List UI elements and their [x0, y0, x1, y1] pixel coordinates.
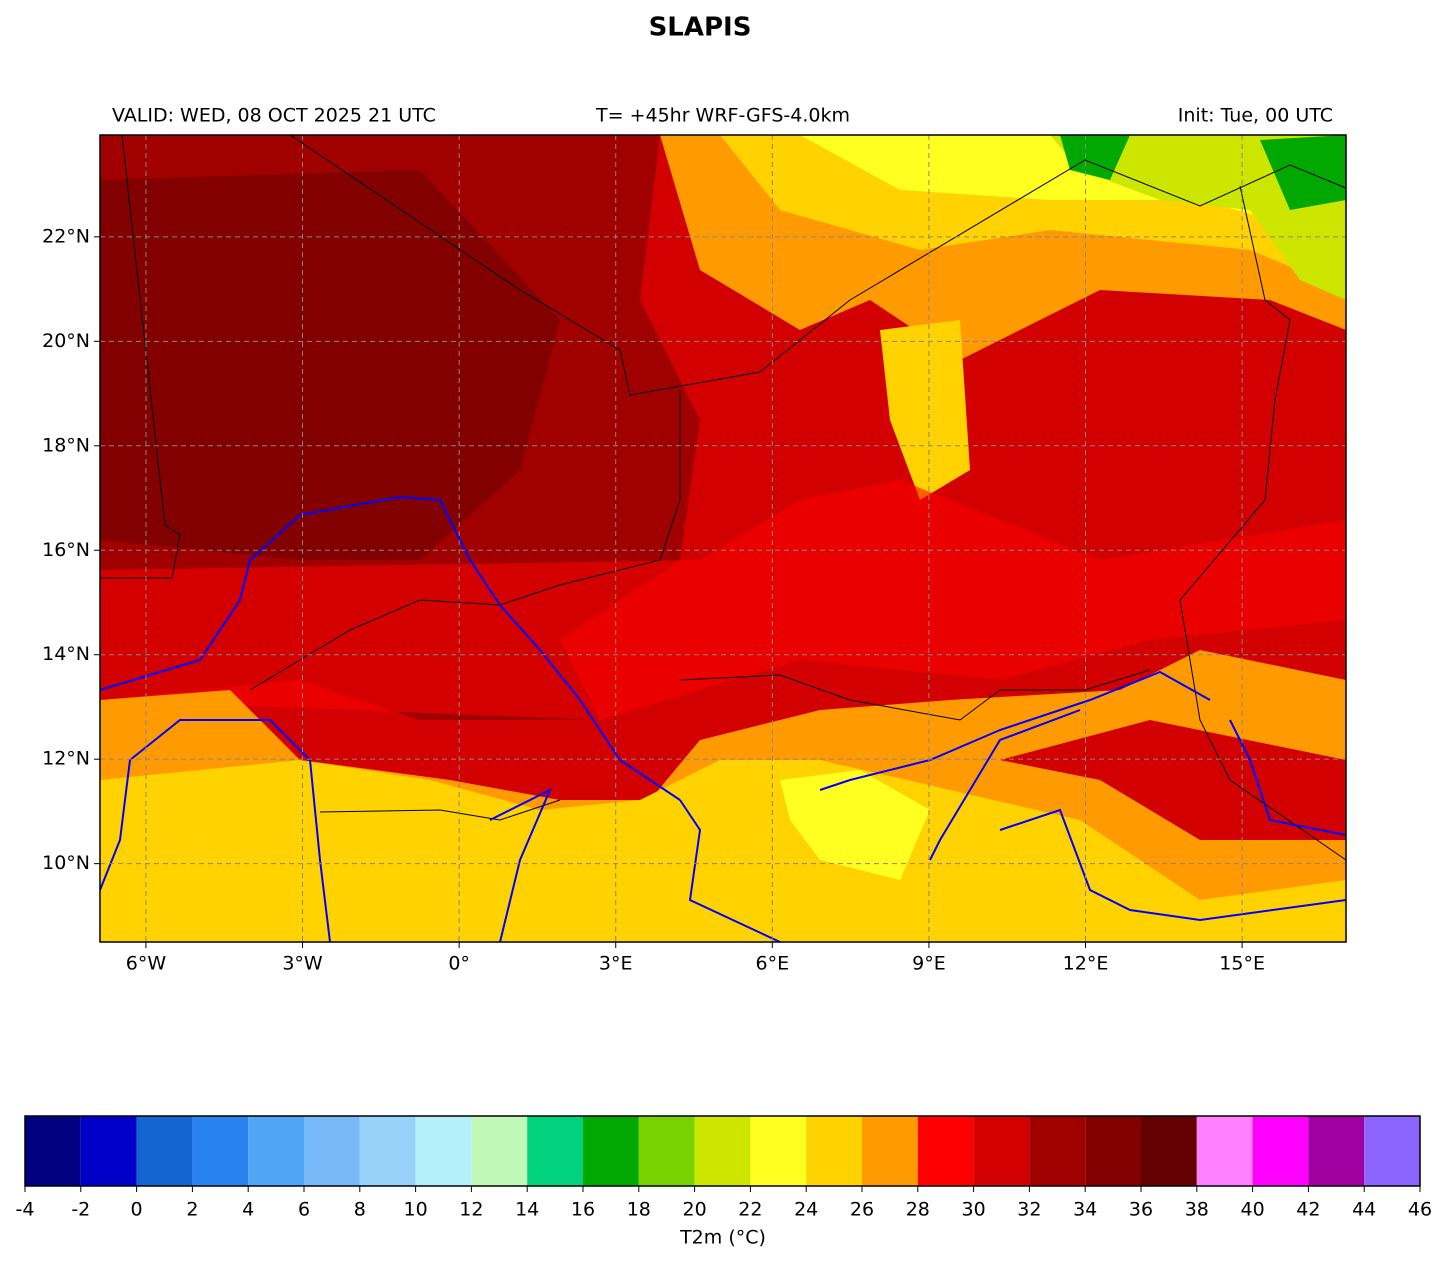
- map-frame: [99, 134, 1347, 943]
- colorbar-bin: [527, 1116, 583, 1186]
- colorbar-tick-label: 28: [906, 1199, 930, 1221]
- colorbar-tick-label: 20: [683, 1199, 707, 1221]
- colorbar-bin: [1029, 1116, 1086, 1186]
- colorbar-bin: [304, 1116, 360, 1186]
- y-tick-label: 12°N: [42, 748, 90, 770]
- colorbar-bin: [862, 1116, 918, 1186]
- colorbar-bin: [750, 1116, 807, 1186]
- colorbar-bin: [359, 1116, 416, 1186]
- temperature-field: [100, 135, 1346, 942]
- colorbar-tick-label: 40: [1241, 1199, 1265, 1221]
- colorbar-bin: [415, 1116, 472, 1186]
- colorbar-bin: [973, 1116, 1030, 1186]
- x-tick-label: 3°W: [282, 953, 323, 975]
- colorbar-tick-label: 10: [404, 1199, 428, 1221]
- colorbar-bin: [638, 1116, 695, 1186]
- colorbar-bin: [1252, 1116, 1309, 1186]
- colorbar-tick-label: 12: [459, 1199, 483, 1221]
- y-tick-label: 22°N: [42, 225, 90, 247]
- colorbar-bin: [136, 1116, 193, 1186]
- y-tick-label: 10°N: [42, 852, 90, 874]
- x-tick-label: 15°E: [1219, 953, 1265, 975]
- colorbar-bin: [806, 1116, 862, 1186]
- colorbar-bin: [1364, 1116, 1420, 1186]
- y-tick-label: 18°N: [42, 434, 90, 456]
- colorbar-bin: [471, 1116, 528, 1186]
- colorbar-bin: [25, 1116, 81, 1186]
- x-tick-label: 12°E: [1063, 953, 1109, 975]
- colorbar-tick-label: 8: [354, 1199, 366, 1221]
- colorbar-tick-label: 36: [1129, 1199, 1153, 1221]
- colorbar-tick-label: -2: [71, 1199, 90, 1221]
- y-tick-label: 16°N: [42, 539, 90, 561]
- colorbar-tick-label: 26: [850, 1199, 874, 1221]
- colorbar-tick-label: 38: [1185, 1199, 1209, 1221]
- x-tick-label: 6°E: [756, 953, 790, 975]
- colorbar-tick-label: 18: [627, 1199, 651, 1221]
- colorbar-tick-label: 0: [131, 1199, 143, 1221]
- map-axes: 6°W 3°W 0° 3°E 6°E 9°E 12°E 15°E 10°N 12°N 14°N 16°…: [42, 135, 1346, 975]
- colorbar-bin: [694, 1116, 751, 1186]
- colorbar-tick-label: -4: [16, 1199, 35, 1221]
- colorbar-bin: [248, 1116, 304, 1186]
- colorbar-frame: [24, 1115, 1421, 1187]
- title: SLAPIS: [649, 13, 752, 43]
- colorbar-tick-label: 22: [738, 1199, 762, 1221]
- y-tick-label: 14°N: [42, 643, 90, 665]
- y-tick-label: 20°N: [42, 330, 90, 352]
- colorbar-tick-label: 34: [1073, 1199, 1097, 1221]
- x-tick-label: 9°E: [912, 953, 946, 975]
- colorbar-label: T2m (°C): [679, 1227, 766, 1249]
- rivers: [99, 495, 1347, 943]
- colorbar-bin: [1141, 1116, 1197, 1186]
- colorbar-bin: [1085, 1116, 1141, 1186]
- colorbar-tick-label: 24: [794, 1199, 818, 1221]
- colorbar-bin: [192, 1116, 249, 1186]
- colorbar-tick-label: 16: [571, 1199, 595, 1221]
- x-tick-label: 6°W: [126, 953, 167, 975]
- colorbar-tick-label: 14: [515, 1199, 539, 1221]
- colorbar-tick-label: 32: [1017, 1199, 1041, 1221]
- colorbar-bin: [917, 1116, 974, 1186]
- colorbar-tick-label: 6: [298, 1199, 310, 1221]
- run-info: T= +45hr WRF-GFS-4.0km: [595, 105, 850, 127]
- colorbar-tick-label: 44: [1352, 1199, 1376, 1221]
- x-tick-label: 3°E: [599, 953, 633, 975]
- init-time: Init: Tue, 00 UTC: [1178, 105, 1333, 127]
- colorbar-bin: [1308, 1116, 1365, 1186]
- colorbar-tick-label: 42: [1296, 1199, 1320, 1221]
- colorbar-bin: [1196, 1116, 1253, 1186]
- colorbar-tick-label: 2: [186, 1199, 198, 1221]
- colorbar-tick-label: 4: [242, 1199, 254, 1221]
- colorbar-bin: [80, 1116, 137, 1186]
- x-tick-label: 0°: [448, 953, 470, 975]
- colorbar-tick-label: 46: [1408, 1199, 1432, 1221]
- colorbar-bin: [583, 1116, 639, 1186]
- colorbar-tick-label: 30: [962, 1199, 986, 1221]
- valid-time: VALID: WED, 08 OCT 2025 21 UTC: [112, 105, 436, 127]
